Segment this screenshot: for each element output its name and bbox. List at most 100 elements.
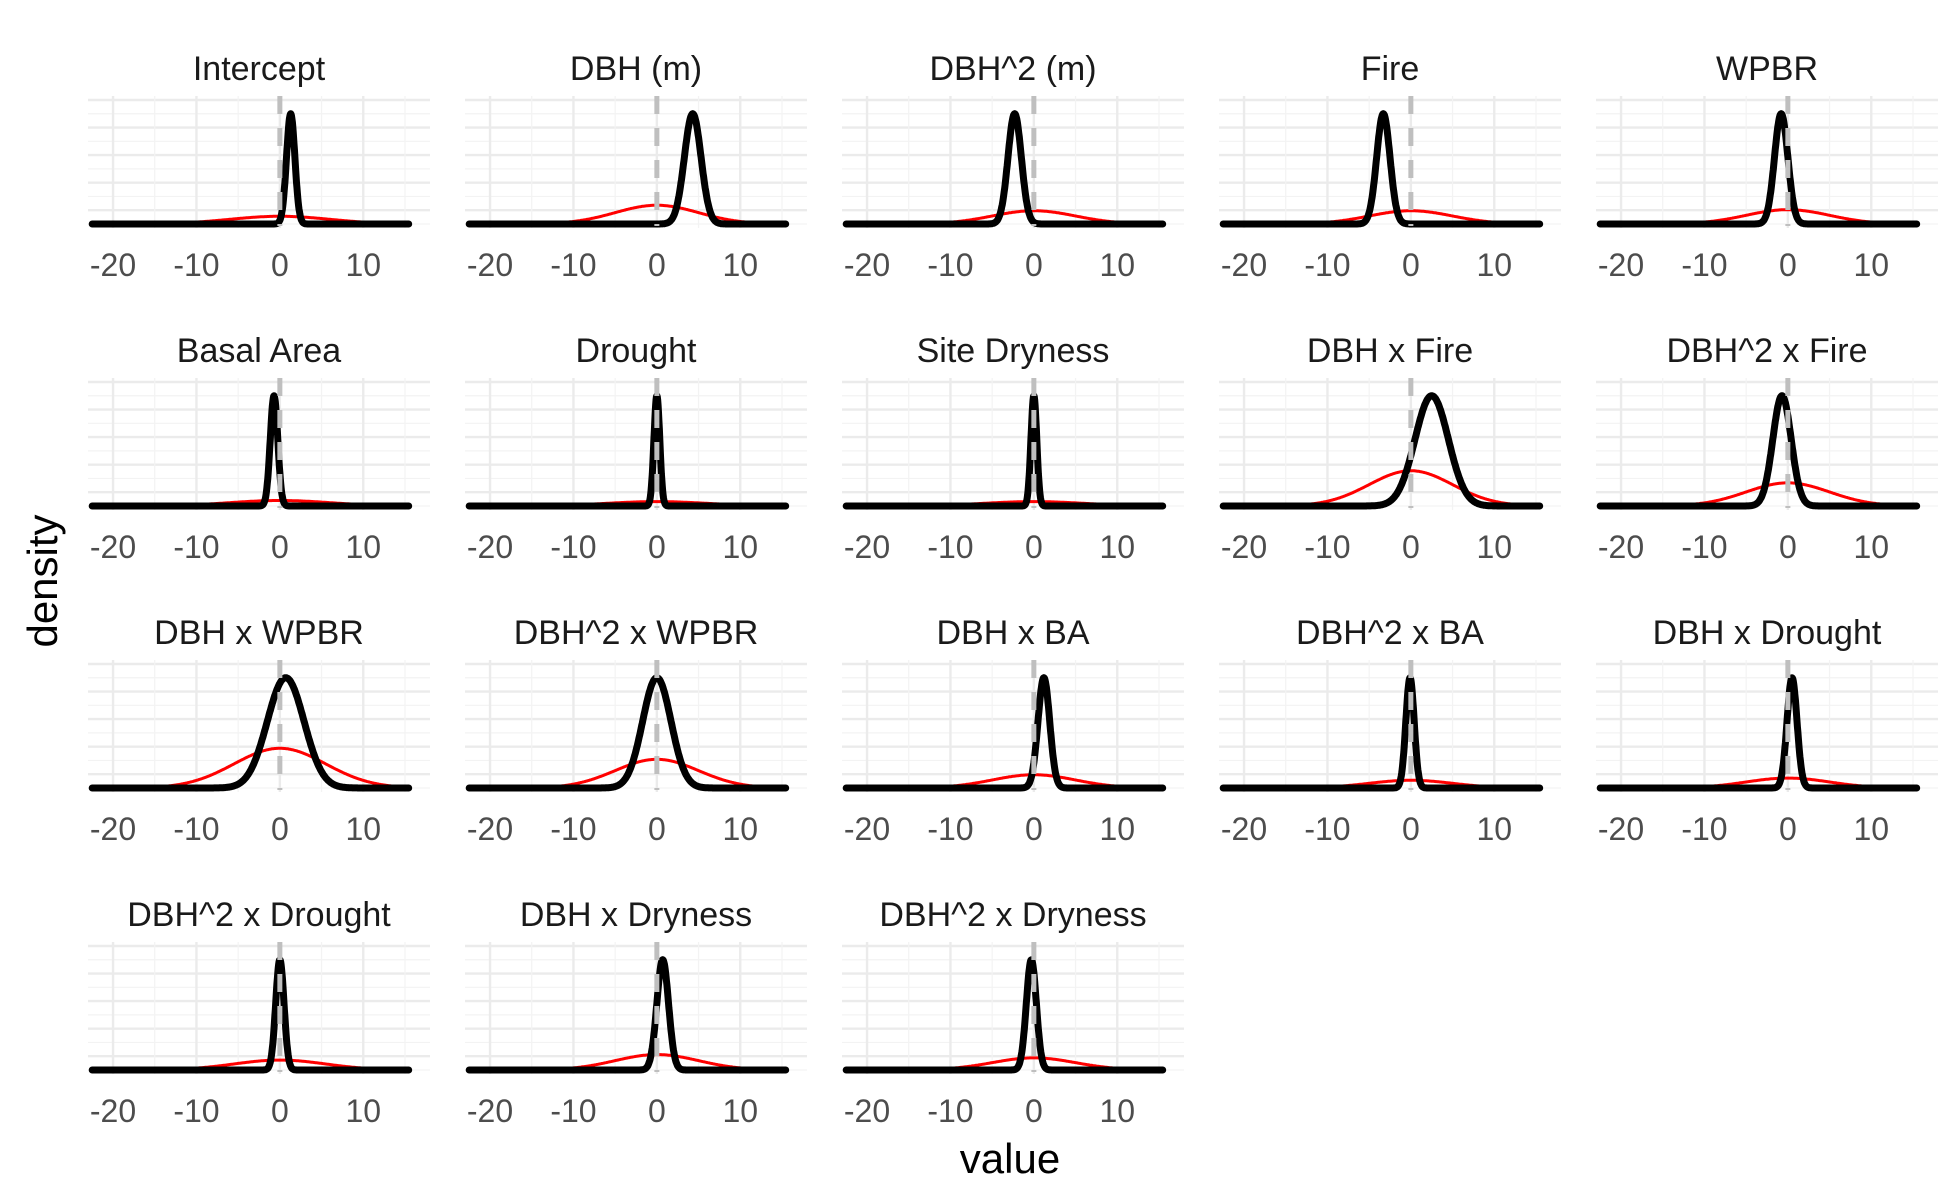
facet-title: DBH^2 (m) <box>929 50 1096 88</box>
facet-panel: DBH (m) -20 -10 0 10 <box>465 50 807 283</box>
posterior-density-line <box>1596 392 1921 510</box>
facet-title: Drought <box>576 332 698 370</box>
x-tick-label: -10 <box>550 1093 596 1129</box>
posterior-density-line <box>1219 110 1544 228</box>
x-tick-label: 10 <box>345 247 381 283</box>
posterior-density-line <box>842 956 1167 1074</box>
x-tick-label: -20 <box>467 1093 513 1129</box>
x-tick-label: 0 <box>271 1093 289 1129</box>
facet-panel: DBH^2 x Drought -20 -10 0 10 <box>88 896 430 1129</box>
x-tick-label: 10 <box>1099 1093 1135 1129</box>
x-tick-label: 0 <box>1025 1093 1043 1129</box>
x-tick-label: -20 <box>844 247 890 283</box>
x-tick-label: 0 <box>271 529 289 565</box>
x-tick-label: 0 <box>271 247 289 283</box>
facet-panel: DBH x BA -20 -10 0 10 <box>842 614 1184 847</box>
x-tick-label: -10 <box>927 1093 973 1129</box>
x-tick-label: -20 <box>90 1093 136 1129</box>
prior-density-line <box>1223 469 1540 508</box>
facet-title: DBH^2 x Drought <box>127 896 391 934</box>
facet-title: Intercept <box>193 50 326 88</box>
x-tick-label: 0 <box>1779 529 1797 565</box>
facet-title: Fire <box>1361 50 1420 88</box>
facet-panel: DBH x WPBR -20 -10 0 10 <box>88 614 430 847</box>
x-tick-label: -10 <box>1304 247 1350 283</box>
x-tick-label: -10 <box>1304 811 1350 847</box>
x-tick-label: -10 <box>1681 529 1727 565</box>
x-tick-label: 0 <box>1025 247 1043 283</box>
posterior-density-line <box>88 392 413 510</box>
facet-title: Site Dryness <box>917 332 1110 370</box>
facet-title: DBH x Fire <box>1307 332 1473 370</box>
facet-panel: DBH x Drought -20 -10 0 10 <box>1596 614 1938 847</box>
x-tick-label: 10 <box>1853 247 1889 283</box>
x-tick-label: -20 <box>1598 247 1644 283</box>
facet-panel: Fire -20 -10 0 10 <box>1219 50 1561 283</box>
x-tick-label: -10 <box>550 529 596 565</box>
x-tick-label: 10 <box>1476 529 1512 565</box>
x-tick-label: -10 <box>173 247 219 283</box>
x-tick-label: -10 <box>1681 811 1727 847</box>
x-tick-label: -20 <box>1598 529 1644 565</box>
posterior-density-line <box>465 674 790 792</box>
x-tick-label: -20 <box>1598 811 1644 847</box>
y-axis-title: density <box>19 514 66 647</box>
posterior-density-line <box>842 110 1167 228</box>
facet-title: DBH^2 x WPBR <box>514 614 759 652</box>
posterior-density-line <box>465 392 790 510</box>
x-tick-label: -10 <box>1681 247 1727 283</box>
x-tick-label: 0 <box>1779 247 1797 283</box>
x-tick-label: -20 <box>844 1093 890 1129</box>
x-tick-label: 10 <box>1853 811 1889 847</box>
posterior-density-line <box>1219 674 1544 792</box>
facet-title: DBH^2 x Dryness <box>879 896 1146 934</box>
posterior-density-line <box>88 674 413 792</box>
facet-panel: Intercept -20 -10 0 10 <box>88 50 430 283</box>
facet-panel: WPBR -20 -10 0 10 <box>1596 50 1938 283</box>
x-tick-label: 0 <box>648 247 666 283</box>
x-tick-label: 10 <box>1099 811 1135 847</box>
posterior-density-line <box>1596 110 1921 228</box>
x-tick-label: 10 <box>722 1093 758 1129</box>
x-tick-label: 10 <box>345 811 381 847</box>
x-tick-label: 10 <box>1099 247 1135 283</box>
x-tick-label: -10 <box>550 811 596 847</box>
x-tick-label: 10 <box>1476 811 1512 847</box>
x-tick-label: -10 <box>550 247 596 283</box>
x-tick-label: 0 <box>271 811 289 847</box>
x-tick-label: 0 <box>648 1093 666 1129</box>
x-tick-label: 0 <box>1779 811 1797 847</box>
x-tick-label: -10 <box>927 529 973 565</box>
posterior-density-line <box>88 110 413 228</box>
posterior-density-line <box>465 956 790 1074</box>
facet-panel: DBH^2 x WPBR -20 -10 0 10 <box>465 614 807 847</box>
x-tick-label: 0 <box>1402 811 1420 847</box>
facet-title: DBH^2 x BA <box>1296 614 1484 652</box>
x-tick-label: -10 <box>927 247 973 283</box>
facet-panel: Site Dryness -20 -10 0 10 <box>842 332 1184 565</box>
x-tick-label: 0 <box>1025 529 1043 565</box>
x-tick-label: -20 <box>90 529 136 565</box>
facet-panel: DBH^2 x Fire -20 -10 0 10 <box>1596 332 1938 565</box>
x-tick-label: -20 <box>844 529 890 565</box>
facet-panel: Basal Area -20 -10 0 10 <box>88 332 430 565</box>
x-tick-label: 0 <box>1402 529 1420 565</box>
posterior-density-line <box>465 110 790 228</box>
x-tick-label: -20 <box>467 529 513 565</box>
posterior-density-line <box>88 956 413 1074</box>
x-axis-title: value <box>960 1135 1060 1182</box>
x-tick-label: -10 <box>173 811 219 847</box>
x-tick-label: 10 <box>722 247 758 283</box>
x-tick-label: -20 <box>467 811 513 847</box>
x-tick-label: -20 <box>90 247 136 283</box>
posterior-density-line <box>1219 392 1544 510</box>
x-tick-label: 0 <box>1025 811 1043 847</box>
posterior-density-line <box>842 674 1167 792</box>
x-tick-label: -20 <box>1221 247 1267 283</box>
facet-panel: Drought -20 -10 0 10 <box>465 332 807 565</box>
x-tick-label: -20 <box>467 247 513 283</box>
facet-title: DBH x Drought <box>1653 614 1882 652</box>
x-tick-label: -20 <box>844 811 890 847</box>
